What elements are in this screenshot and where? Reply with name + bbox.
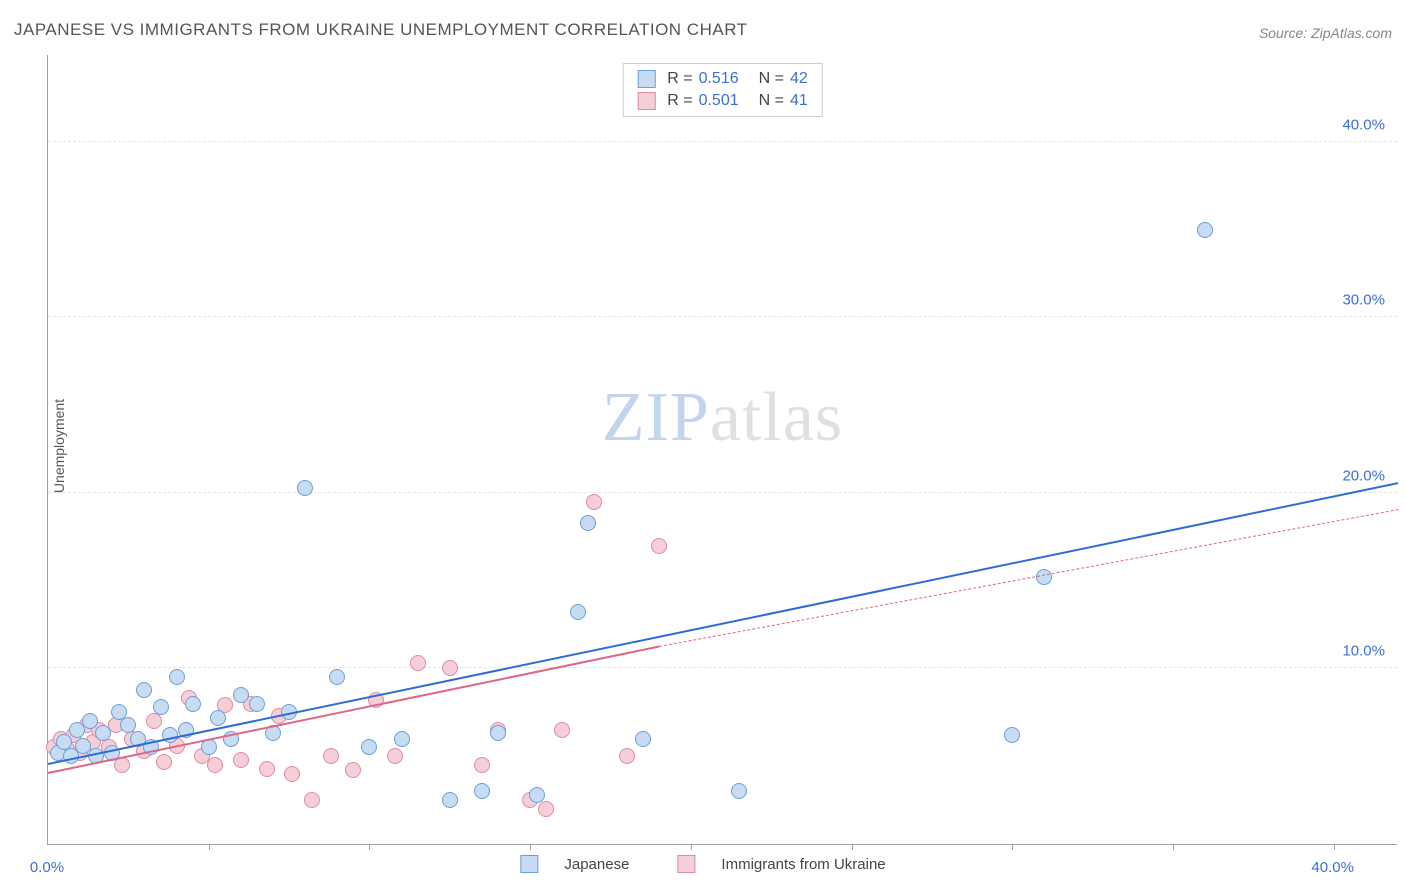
x-tick-mark (530, 844, 531, 850)
data-point-ukraine (442, 660, 458, 676)
data-point-japanese (120, 717, 136, 733)
gridline (48, 141, 1397, 142)
data-point-japanese (1036, 569, 1052, 585)
data-point-japanese (210, 710, 226, 726)
watermark-atlas: atlas (710, 379, 843, 456)
series-legend: Japanese Immigrants from Ukraine (520, 855, 885, 873)
data-point-japanese (529, 787, 545, 803)
data-point-ukraine (156, 754, 172, 770)
watermark-zip: ZIP (602, 379, 710, 456)
data-point-japanese (474, 783, 490, 799)
scatter-plot-area: ZIPatlas R = 0.516 N = 42 R = 0.501 N = … (47, 55, 1397, 845)
data-point-ukraine (554, 722, 570, 738)
data-point-ukraine (323, 748, 339, 764)
n-value-japanese: 42 (790, 70, 808, 88)
correlation-legend-row-japanese: R = 0.516 N = 42 (623, 68, 822, 90)
n-label: N = (759, 92, 784, 110)
n-label: N = (759, 70, 784, 88)
data-point-ukraine (233, 752, 249, 768)
data-point-japanese (329, 669, 345, 685)
data-point-japanese (361, 739, 377, 755)
data-point-japanese (580, 515, 596, 531)
data-point-japanese (1004, 727, 1020, 743)
data-point-ukraine (538, 801, 554, 817)
n-value-ukraine: 41 (790, 92, 808, 110)
data-point-ukraine (345, 762, 361, 778)
legend-label-ukraine: Immigrants from Ukraine (721, 856, 885, 873)
data-point-ukraine (586, 494, 602, 510)
data-point-ukraine (259, 761, 275, 777)
y-tick-label: 30.0% (1342, 292, 1385, 309)
trendline-japanese (48, 482, 1398, 765)
data-point-japanese (490, 725, 506, 741)
data-point-ukraine (410, 655, 426, 671)
watermark: ZIPatlas (602, 378, 843, 458)
x-tick-label: 0.0% (30, 859, 64, 876)
r-value-ukraine: 0.501 (699, 92, 739, 110)
x-tick-mark (369, 844, 370, 850)
data-point-japanese (233, 687, 249, 703)
legend-label-japanese: Japanese (564, 856, 629, 873)
source-label: Source: ZipAtlas.com (1259, 25, 1392, 41)
x-tick-mark (1334, 844, 1335, 850)
chart-title: JAPANESE VS IMMIGRANTS FROM UKRAINE UNEM… (14, 20, 748, 40)
r-value-japanese: 0.516 (699, 70, 739, 88)
data-point-japanese (136, 682, 152, 698)
data-point-japanese (394, 731, 410, 747)
data-point-ukraine (146, 713, 162, 729)
gridline (48, 492, 1397, 493)
data-point-japanese (297, 480, 313, 496)
x-tick-mark (209, 844, 210, 850)
x-tick-label: 40.0% (1311, 859, 1354, 876)
data-point-ukraine (207, 757, 223, 773)
x-tick-mark (1012, 844, 1013, 850)
swatch-ukraine-icon (637, 92, 655, 110)
data-point-japanese (635, 731, 651, 747)
x-tick-mark (852, 844, 853, 850)
y-tick-label: 20.0% (1342, 467, 1385, 484)
y-tick-label: 10.0% (1342, 643, 1385, 660)
data-point-japanese (169, 669, 185, 685)
data-point-japanese (442, 792, 458, 808)
data-point-ukraine (474, 757, 490, 773)
trendline-ukraine-ext (659, 509, 1398, 647)
data-point-japanese (95, 725, 111, 741)
gridline (48, 667, 1397, 668)
r-label: R = (667, 70, 692, 88)
data-point-japanese (153, 699, 169, 715)
r-label: R = (667, 92, 692, 110)
data-point-ukraine (387, 748, 403, 764)
data-point-japanese (82, 713, 98, 729)
data-point-ukraine (284, 766, 300, 782)
gridline (48, 316, 1397, 317)
data-point-ukraine (619, 748, 635, 764)
swatch-japanese-icon (520, 855, 538, 873)
data-point-japanese (185, 696, 201, 712)
correlation-legend-row-ukraine: R = 0.501 N = 41 (623, 90, 822, 112)
trendline-ukraine (48, 645, 659, 773)
y-tick-label: 40.0% (1342, 116, 1385, 133)
data-point-japanese (1197, 222, 1213, 238)
data-point-japanese (731, 783, 747, 799)
correlation-legend: R = 0.516 N = 42 R = 0.501 N = 41 (622, 63, 823, 117)
data-point-ukraine (304, 792, 320, 808)
swatch-ukraine-icon (677, 855, 695, 873)
data-point-japanese (570, 604, 586, 620)
data-point-japanese (249, 696, 265, 712)
x-tick-mark (1173, 844, 1174, 850)
data-point-ukraine (651, 538, 667, 554)
swatch-japanese-icon (637, 70, 655, 88)
x-tick-mark (691, 844, 692, 850)
